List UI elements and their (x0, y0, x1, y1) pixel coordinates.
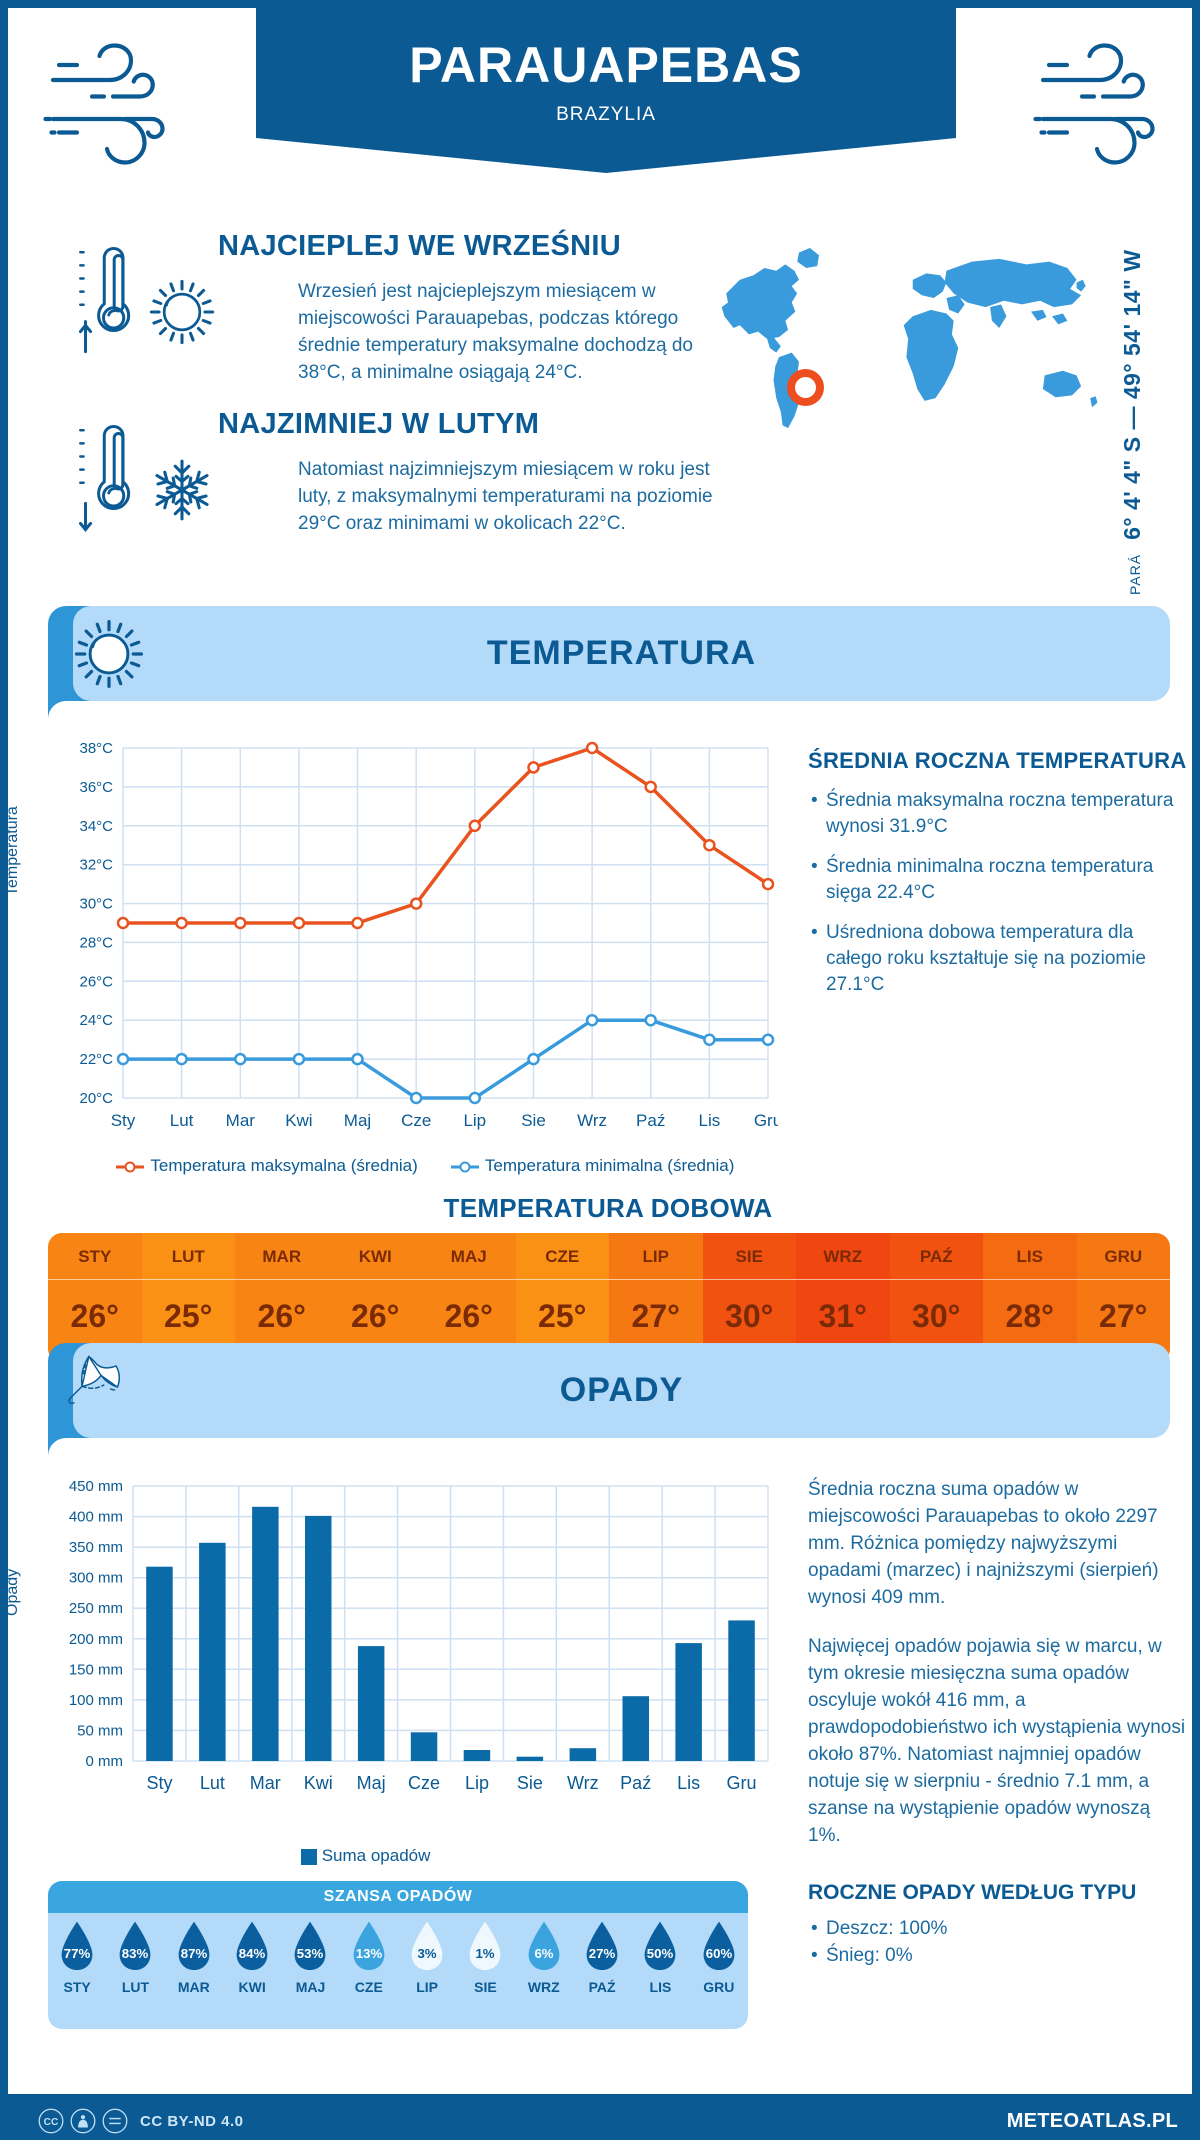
svg-text:Paź: Paź (620, 1773, 651, 1793)
svg-text:CC: CC (44, 2117, 59, 2128)
svg-text:Gru: Gru (726, 1773, 756, 1793)
svg-text:150 mm: 150 mm (69, 1661, 123, 1678)
svg-text:22°C: 22°C (79, 1051, 113, 1068)
svg-text:28°C: 28°C (79, 934, 113, 951)
svg-text:300 mm: 300 mm (69, 1570, 123, 1587)
svg-text:53%: 53% (297, 1946, 324, 1961)
svg-text:27%: 27% (589, 1946, 616, 1961)
svg-text:Lut: Lut (200, 1773, 225, 1793)
svg-text:Maj: Maj (344, 1111, 371, 1130)
svg-text:Cze: Cze (408, 1773, 440, 1793)
svg-text:32°C: 32°C (79, 857, 113, 874)
svg-text:200 mm: 200 mm (69, 1631, 123, 1648)
svg-text:Lip: Lip (463, 1111, 486, 1130)
svg-text:Mar: Mar (226, 1111, 256, 1130)
svg-text:Sie: Sie (517, 1773, 543, 1793)
svg-text:Mar: Mar (250, 1773, 281, 1793)
svg-text:6%: 6% (534, 1946, 553, 1961)
svg-text:Gru: Gru (754, 1111, 778, 1130)
svg-text:30°C: 30°C (79, 896, 113, 913)
svg-text:36°C: 36°C (79, 779, 113, 796)
svg-text:Cze: Cze (401, 1111, 431, 1130)
svg-text:Lis: Lis (699, 1111, 721, 1130)
svg-text:400 mm: 400 mm (69, 1509, 123, 1526)
svg-text:Sty: Sty (146, 1773, 172, 1793)
svg-text:13%: 13% (356, 1946, 383, 1961)
svg-text:3%: 3% (418, 1946, 437, 1961)
svg-text:Kwi: Kwi (304, 1773, 333, 1793)
svg-text:1%: 1% (476, 1946, 495, 1961)
svg-text:Maj: Maj (357, 1773, 386, 1793)
svg-text:50 mm: 50 mm (77, 1722, 123, 1739)
svg-text:450 mm: 450 mm (69, 1478, 123, 1495)
svg-text:87%: 87% (181, 1946, 208, 1961)
svg-text:20°C: 20°C (79, 1090, 113, 1107)
svg-text:Lut: Lut (170, 1111, 194, 1130)
svg-text:34°C: 34°C (79, 818, 113, 835)
svg-text:Kwi: Kwi (285, 1111, 312, 1130)
svg-text:24°C: 24°C (79, 1012, 113, 1029)
svg-text:0 mm: 0 mm (86, 1753, 124, 1770)
svg-text:26°C: 26°C (79, 973, 113, 990)
svg-text:83%: 83% (122, 1946, 149, 1961)
svg-text:Lip: Lip (465, 1773, 489, 1793)
svg-text:350 mm: 350 mm (69, 1539, 123, 1556)
svg-text:Wrz: Wrz (567, 1773, 599, 1793)
svg-text:250 mm: 250 mm (69, 1600, 123, 1617)
svg-text:38°C: 38°C (79, 740, 113, 757)
svg-text:Lis: Lis (677, 1773, 700, 1793)
svg-text:Sty: Sty (111, 1111, 136, 1130)
svg-text:Wrz: Wrz (577, 1111, 607, 1130)
svg-text:50%: 50% (647, 1946, 674, 1961)
svg-text:84%: 84% (239, 1946, 266, 1961)
svg-text:100 mm: 100 mm (69, 1692, 123, 1709)
svg-text:77%: 77% (64, 1946, 91, 1961)
svg-text:Sie: Sie (521, 1111, 546, 1130)
svg-text:60%: 60% (706, 1946, 733, 1961)
svg-text:Paź: Paź (636, 1111, 665, 1130)
